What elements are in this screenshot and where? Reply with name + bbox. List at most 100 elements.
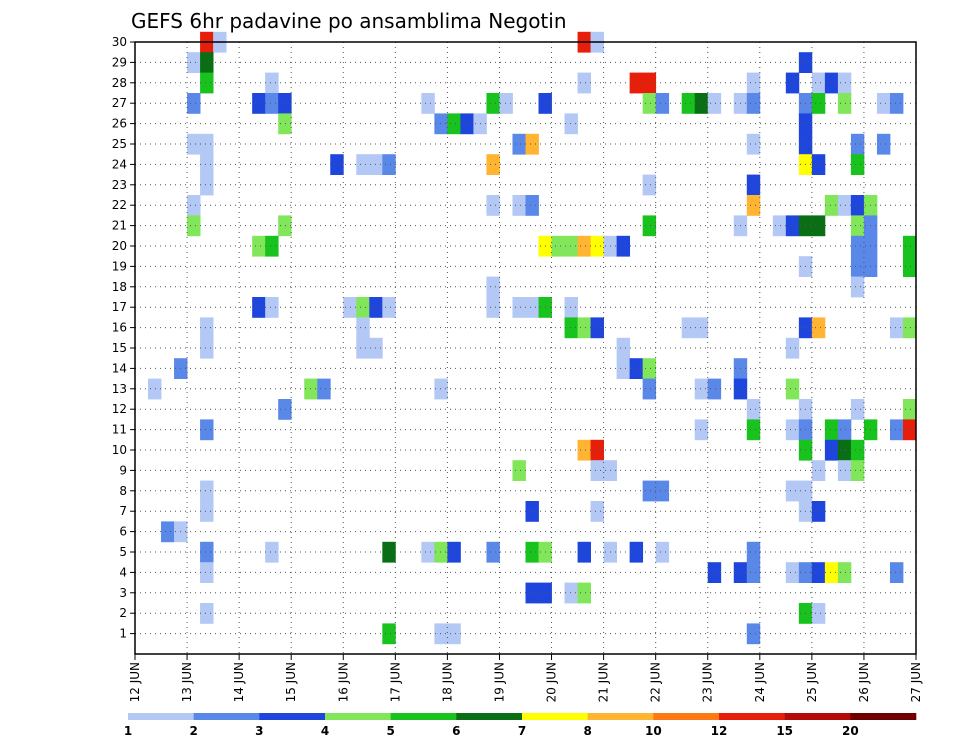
heatmap-cell [460, 113, 474, 135]
heatmap-cell [889, 562, 904, 583]
heatmap-cell [200, 541, 214, 563]
heatmap-cell [811, 93, 826, 114]
heatmap-cell [811, 562, 826, 583]
y-tick-label: 19 [112, 259, 127, 273]
colorbar-label: 7 [518, 724, 526, 738]
heatmap-cell [811, 215, 826, 237]
y-tick-label: 22 [112, 198, 127, 212]
heatmap-cell [512, 133, 526, 155]
heatmap-cell [889, 419, 904, 441]
heatmap-cell [577, 439, 591, 461]
heatmap-cell [564, 582, 578, 604]
x-tick-label: 17 JUN [388, 662, 402, 702]
heatmap-cell [525, 501, 539, 522]
heatmap-cell [382, 297, 396, 318]
heatmap-cell [265, 93, 279, 114]
heatmap-cell [356, 154, 370, 175]
heatmap-cell [772, 215, 787, 237]
heatmap-cell [447, 113, 461, 135]
heatmap-cell [265, 72, 279, 94]
heatmap-cell [434, 113, 448, 135]
heatmap-cell [616, 358, 631, 379]
heatmap-cell [876, 133, 891, 155]
heatmap-cell [577, 582, 591, 604]
colorbar-swatch [325, 713, 391, 720]
heatmap-cell [200, 480, 214, 502]
heatmap-cell [187, 133, 201, 155]
heatmap-cell [577, 541, 591, 563]
y-tick-label: 13 [112, 382, 127, 396]
heatmap-cell [837, 72, 852, 94]
heatmap-cell [200, 501, 214, 522]
heatmap-cell [746, 562, 761, 583]
heatmap-cell [200, 154, 214, 175]
y-tick-label: 14 [112, 361, 127, 375]
heatmap-cell [356, 297, 370, 318]
heatmap-cell [681, 93, 696, 114]
heatmap-cell [200, 419, 214, 441]
heatmap-cell [811, 460, 826, 481]
heatmap-cell [694, 317, 709, 339]
heatmap-cell [824, 439, 839, 461]
heatmap-cell [577, 235, 591, 257]
heatmap-cell [252, 235, 266, 257]
heatmap-cell [746, 623, 761, 645]
heatmap-cell [746, 93, 761, 114]
heatmap-cell [850, 399, 865, 420]
heatmap-cell [629, 541, 644, 563]
heatmap-cell [265, 541, 279, 563]
y-tick-label: 24 [112, 157, 127, 171]
heatmap-cell [200, 52, 214, 73]
heatmap-cell [642, 480, 657, 502]
heatmap-cell [343, 297, 357, 318]
heatmap-cell [525, 195, 539, 216]
heatmap-cell [837, 439, 852, 461]
heatmap-cell [681, 317, 696, 339]
colorbar-label: 3 [255, 724, 263, 738]
heatmap-cell [200, 317, 214, 339]
heatmap-cell [850, 256, 865, 277]
heatmap-cell [694, 93, 709, 114]
y-tick-label: 28 [112, 76, 127, 90]
colorbar-swatch [653, 713, 720, 720]
heatmap-cell [148, 378, 162, 400]
heatmap-cell [525, 133, 539, 155]
heatmap-cell [486, 93, 500, 114]
y-tick-label: 23 [112, 178, 127, 192]
heatmap-cell [252, 297, 266, 318]
heatmap-cell [785, 215, 800, 237]
heatmap-cell [356, 337, 370, 359]
heatmap-cell [746, 174, 761, 196]
colorbar-swatch [587, 713, 654, 720]
heatmap-cell [811, 317, 826, 339]
grid-lines [134, 41, 917, 654]
x-tick-label: 15 JUN [284, 662, 298, 702]
heatmap-cell [629, 358, 644, 379]
heatmap-cell [876, 93, 891, 114]
heatmap-cell [265, 235, 279, 257]
x-tick-label: 18 JUN [440, 662, 454, 702]
x-axis: 12 JUN 13 JUN 14 JUN 15 JUN 16 JUN 17 JUN 18 J… [128, 654, 923, 702]
colorbar-swatch [193, 713, 260, 720]
heatmap-cell [590, 439, 604, 461]
heatmap-cell [486, 195, 500, 216]
heatmap-cell [512, 460, 526, 481]
colorbar-label: 1 [124, 724, 132, 738]
colorbar-label: 10 [645, 724, 662, 738]
heatmap-cell [824, 72, 839, 94]
heatmap-cell [811, 72, 826, 94]
colorbar-swatch [522, 713, 588, 720]
heatmap-cell [317, 378, 331, 400]
heatmap-cell [850, 235, 865, 257]
heatmap-cell [811, 154, 826, 175]
heatmap-cell [187, 93, 201, 114]
heatmap-cell [525, 582, 539, 604]
heatmap-cell [590, 460, 604, 481]
heatmap-cell [837, 93, 852, 114]
heatmap-cell [889, 317, 904, 339]
colorbar-label: 4 [321, 724, 329, 738]
heatmap-cell [902, 317, 917, 339]
heatmap-cell [187, 215, 201, 237]
heatmap-cell [837, 419, 852, 441]
